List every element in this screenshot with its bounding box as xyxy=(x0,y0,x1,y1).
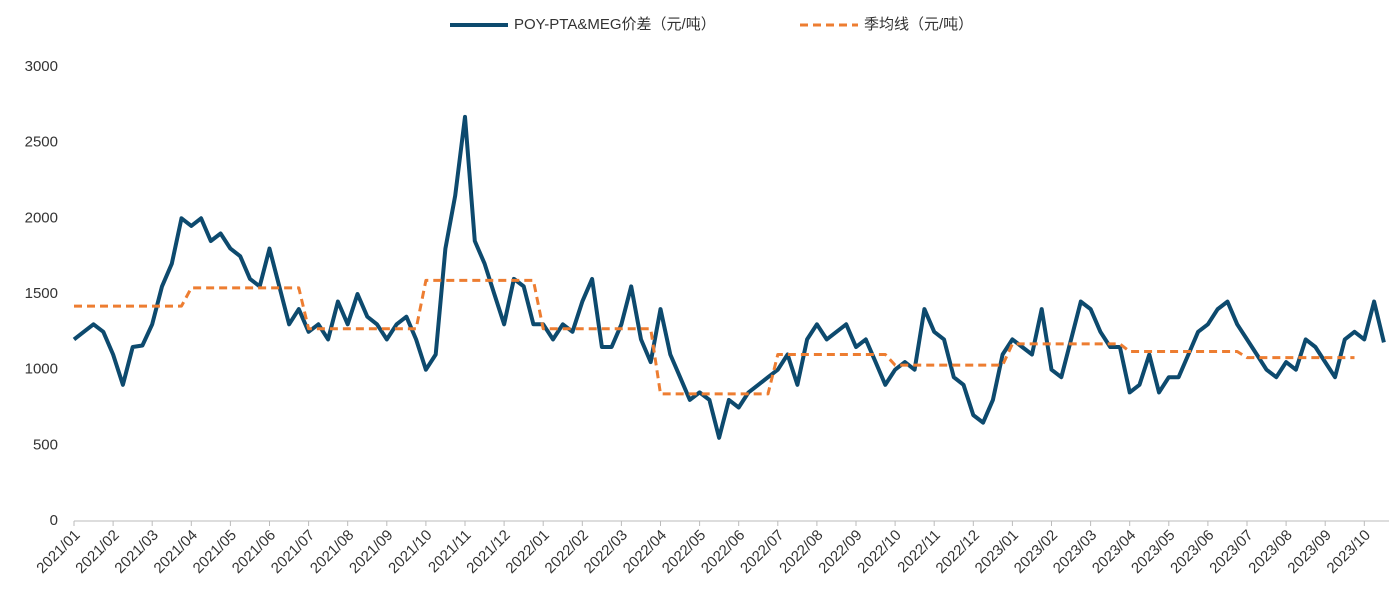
x-tick-label: 2023/10 xyxy=(1324,527,1374,577)
legend-label: POY-PTA&MEG价差（元/吨） xyxy=(514,16,716,33)
y-tick-label: 0 xyxy=(50,512,58,529)
y-tick-label: 2000 xyxy=(25,209,58,226)
y-tick-label: 500 xyxy=(33,436,58,453)
y-tick-label: 1500 xyxy=(25,285,58,302)
legend-label: 季均线（元/吨） xyxy=(864,16,973,33)
series-line xyxy=(74,278,1355,396)
x-tick-label: 2021/10 xyxy=(385,527,435,577)
y-tick-label: 3000 xyxy=(25,58,58,75)
x-tick-label: 2022/10 xyxy=(854,527,904,577)
series-line xyxy=(72,114,1386,440)
y-tick-label: 2500 xyxy=(25,134,58,151)
y-tick-label: 1000 xyxy=(25,361,58,378)
